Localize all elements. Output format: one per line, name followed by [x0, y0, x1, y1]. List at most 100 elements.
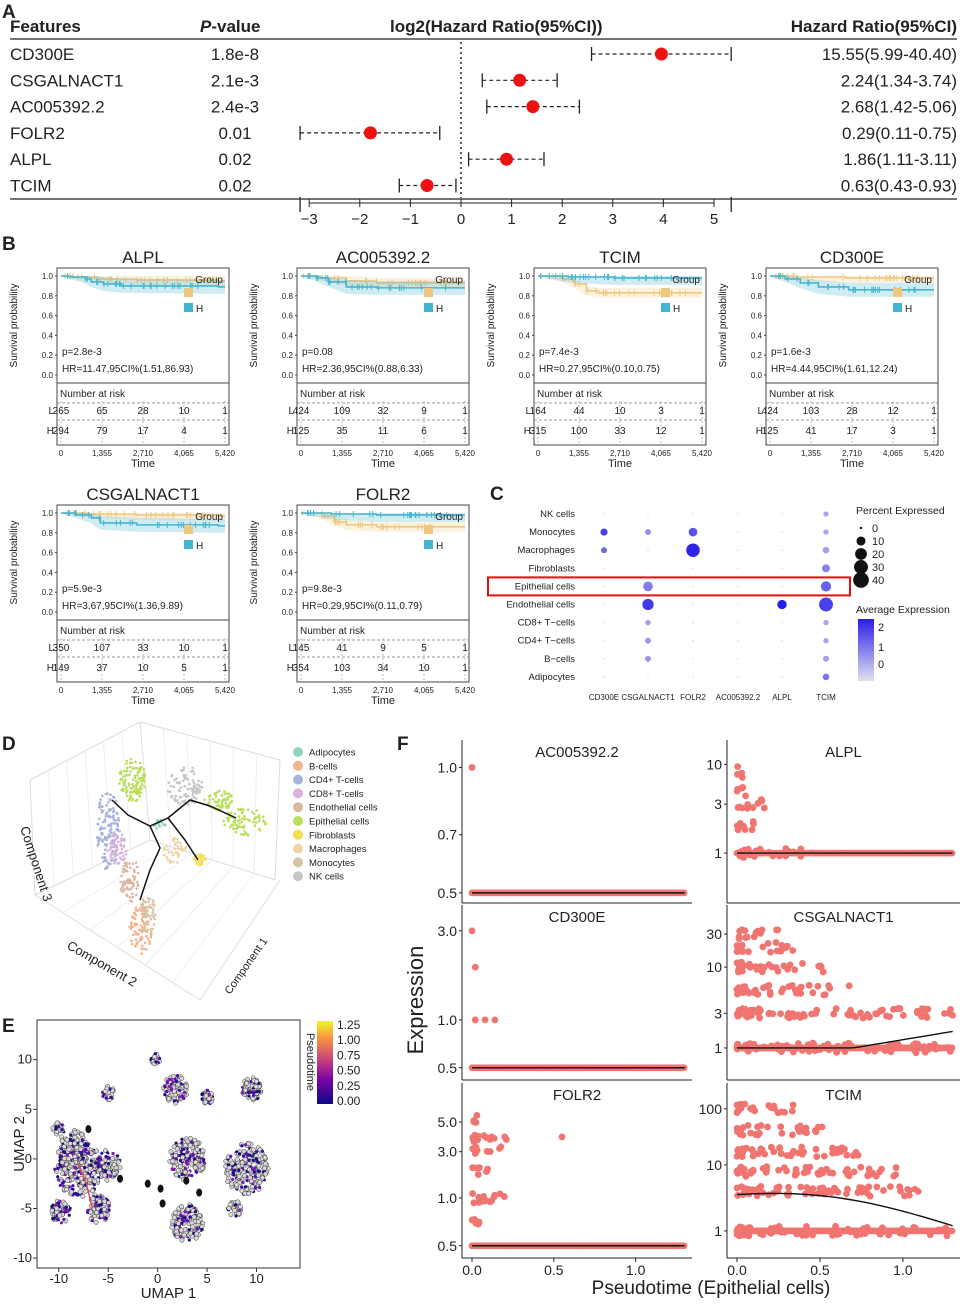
- legend-swatch: [293, 857, 303, 868]
- size-legend-title: Percent Expressed: [856, 505, 945, 517]
- x-tick-label: 1,355: [801, 449, 822, 458]
- cell-point: [263, 822, 267, 826]
- cell-point: [66, 1209, 70, 1213]
- cell-point: [258, 817, 262, 820]
- risk-count-h: 1: [462, 426, 468, 437]
- risk-count-h: 35: [336, 426, 348, 437]
- cell-point: [122, 864, 126, 868]
- group-legend-label-h: H: [436, 304, 443, 315]
- y-tick-label: 0.8: [42, 292, 54, 301]
- expression-point: [759, 1189, 767, 1196]
- cell-point: [96, 822, 100, 826]
- cube-edge: [29, 779, 36, 896]
- risk-count-l: 10: [614, 406, 626, 417]
- cell-point: [101, 1094, 105, 1098]
- cell-point: [107, 862, 111, 866]
- risk-table-title: Number at risk: [537, 389, 603, 400]
- cell-point: [200, 862, 203, 865]
- expression-point: [830, 1010, 838, 1018]
- cell-point: [50, 1204, 54, 1208]
- cell-point: [170, 850, 173, 854]
- feature-label: FOLR2: [10, 124, 65, 143]
- cell-point: [128, 895, 132, 899]
- expression-point: [841, 1041, 849, 1048]
- x-tick-label: 0: [59, 449, 64, 458]
- grid-line: [144, 866, 234, 966]
- cell-point: [243, 1185, 248, 1189]
- cell-point: [152, 1054, 157, 1060]
- cell-point: [139, 903, 143, 906]
- cell-point: [112, 832, 116, 835]
- cell-point: [238, 1204, 243, 1210]
- legend-label: Macrophages: [309, 844, 367, 855]
- expression-point: [757, 1182, 765, 1190]
- expression-point: [778, 1129, 786, 1137]
- cell-point: [194, 786, 198, 790]
- cell-point: [109, 852, 113, 855]
- p-value-text: p=7.4e-3: [539, 347, 579, 358]
- cell-point: [183, 1176, 190, 1185]
- expression-point: [476, 1164, 483, 1172]
- cell-point: [252, 1090, 256, 1095]
- group-legend-label-h: H: [905, 304, 912, 315]
- expression-point: [877, 1007, 885, 1014]
- column-label: CD300E: [589, 693, 619, 702]
- cell-point: [180, 768, 183, 772]
- cell-point: [94, 1161, 98, 1165]
- y-tick-label: 0.2: [42, 588, 54, 597]
- panel-label-b: B: [2, 234, 16, 255]
- km-plot: AC005392.2 Survival probability 0.0 0.2 0.4 0…: [249, 248, 476, 470]
- cell-point: [149, 935, 153, 939]
- cell-point: [173, 1172, 179, 1178]
- cell-point: [171, 837, 175, 841]
- y-axis-label: Expression: [403, 946, 428, 1055]
- risk-count-l: 3: [658, 406, 664, 417]
- y-tick-label: 10: [706, 1157, 722, 1173]
- y-tick-label: 0.6: [282, 549, 294, 558]
- cell-point: [141, 773, 145, 777]
- expression-point: [871, 1047, 879, 1055]
- y-tick-label: -10: [13, 1250, 32, 1265]
- cell-point: [116, 836, 119, 840]
- cell-point: [72, 1134, 78, 1140]
- cell-point: [251, 1158, 255, 1163]
- empty-dot: [603, 603, 605, 606]
- empty-dot: [781, 639, 783, 642]
- cell-point: [192, 781, 196, 785]
- cell-point: [238, 822, 241, 825]
- cell-point: [116, 824, 119, 828]
- km-plot: CSGALNACT1 Survival probability 0.0 0.2 0.4 0…: [9, 485, 236, 707]
- panel-label-c: C: [490, 484, 504, 505]
- estimate-point: [363, 126, 377, 140]
- cell-point: [260, 1149, 265, 1153]
- empty-dot: [781, 567, 783, 570]
- expression-dot: [823, 529, 829, 535]
- expression-dot: [644, 655, 652, 662]
- cell-point: [137, 768, 141, 772]
- legend-swatch: [293, 760, 303, 771]
- cell-point: [179, 848, 183, 851]
- expression-point: [885, 1231, 893, 1239]
- risk-row-label-l: L: [288, 406, 294, 417]
- cell-point: [192, 772, 196, 776]
- cell-point: [142, 768, 146, 771]
- header-features: Features: [10, 17, 81, 36]
- cell-point: [124, 888, 128, 891]
- cell-point: [111, 810, 115, 814]
- cell-point: [108, 1087, 112, 1091]
- size-legend-dot: [853, 572, 869, 588]
- x-tick-label: −3: [301, 211, 318, 228]
- cell-point: [114, 799, 118, 803]
- cell-point: [125, 794, 129, 798]
- expression-dot: [823, 638, 829, 644]
- cell-point: [190, 797, 194, 801]
- expression-point: [794, 1011, 802, 1019]
- cell-point: [262, 1171, 268, 1177]
- survival-curve: [301, 512, 465, 516]
- cell-point: [207, 1093, 211, 1097]
- empty-dot: [781, 531, 783, 533]
- cell-point: [153, 917, 157, 921]
- cell-point: [169, 1224, 175, 1230]
- cell-point: [151, 899, 155, 902]
- expression-point: [819, 1184, 827, 1192]
